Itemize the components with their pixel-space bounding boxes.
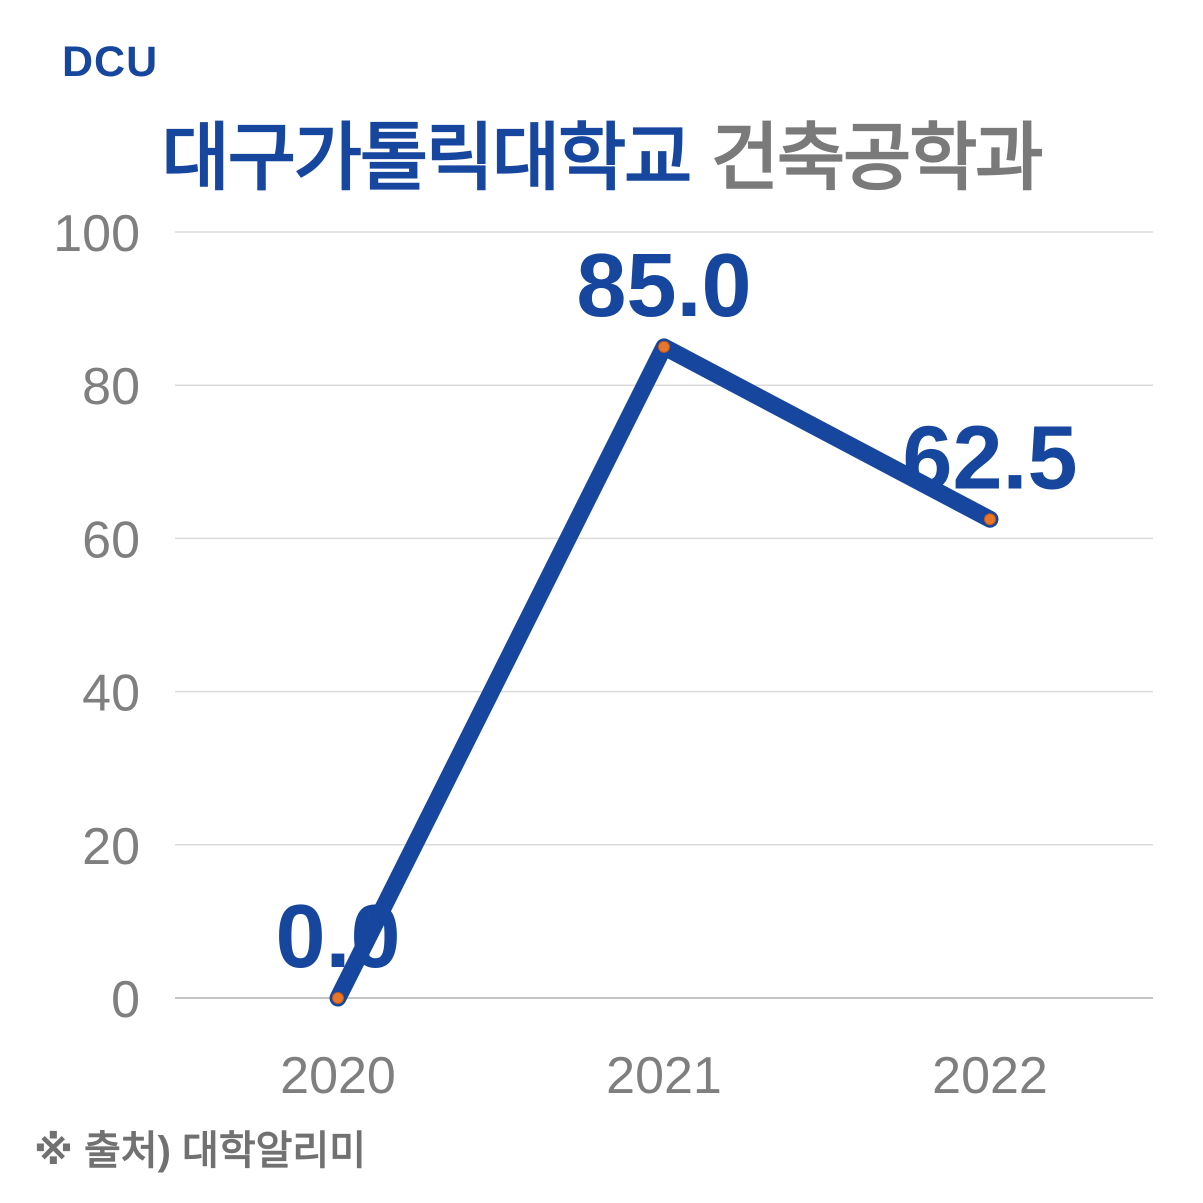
data-label: 62.5 <box>902 408 1077 508</box>
title-university: 대구가톨릭대학교 <box>161 116 693 199</box>
page-title: 대구가톨릭대학교 건축공학과 <box>0 98 1203 205</box>
dcu-logo: DCU <box>62 38 159 86</box>
data-point-marker <box>658 340 670 353</box>
y-axis-tick-label: 100 <box>53 205 140 263</box>
source-note: ※ 출처) 대학알리미 <box>34 1129 367 1173</box>
x-axis-tick-label: 2021 <box>606 1047 722 1105</box>
data-label: 0.0 <box>275 887 400 987</box>
data-point-marker <box>332 992 344 1004</box>
y-axis-tick-label: 20 <box>82 818 140 876</box>
data-point-marker <box>984 513 996 526</box>
y-axis-tick-label: 0 <box>111 971 140 1029</box>
x-axis-tick-label: 2022 <box>932 1047 1048 1105</box>
y-axis-tick-label: 60 <box>82 511 140 569</box>
y-axis-tick-label: 40 <box>82 665 140 723</box>
x-axis-tick-label: 2020 <box>280 1047 396 1105</box>
title-department: 건축공학과 <box>710 116 1043 199</box>
data-label: 85.0 <box>576 236 751 336</box>
data-line <box>329 338 999 1007</box>
y-axis-tick-label: 80 <box>82 358 140 416</box>
